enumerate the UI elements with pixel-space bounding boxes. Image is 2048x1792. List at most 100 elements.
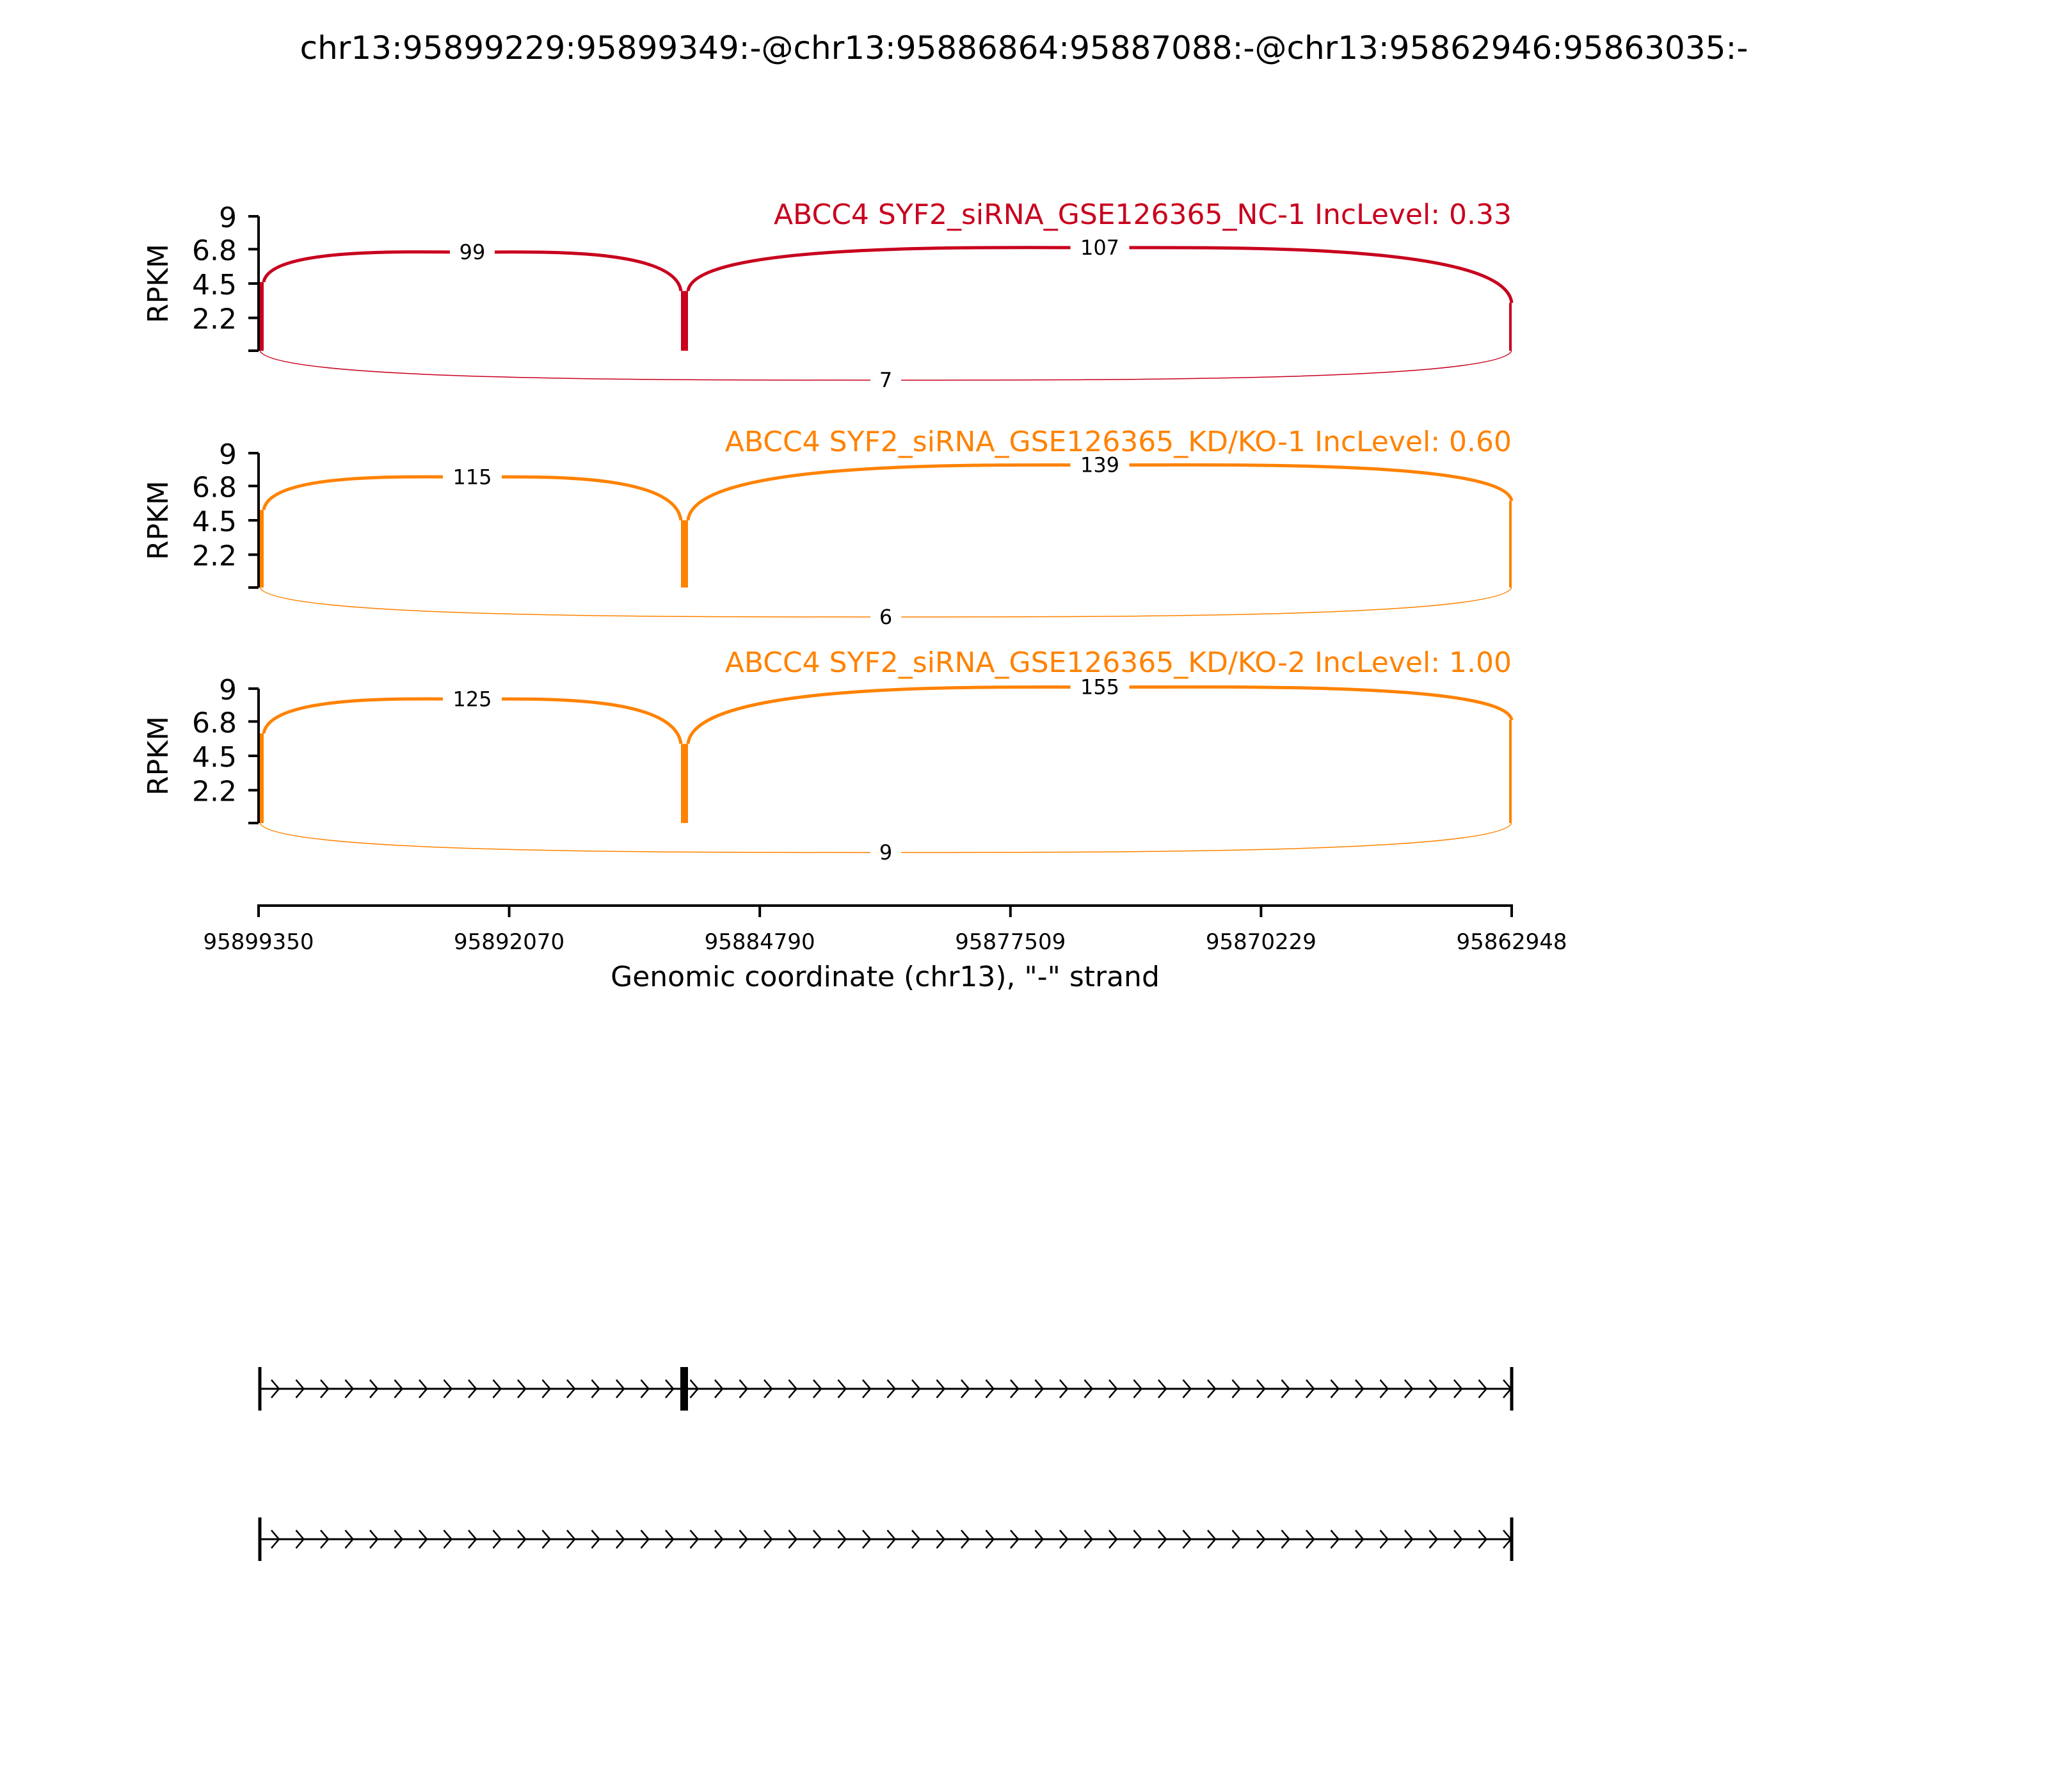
coverage-bar — [681, 291, 688, 351]
strand-chevron — [541, 1379, 552, 1398]
strand-chevron — [985, 1379, 995, 1398]
strand-chevron — [640, 1530, 650, 1549]
strand-chevron — [517, 1379, 527, 1398]
strand-chevron — [394, 1379, 404, 1398]
exon-block — [1510, 1367, 1514, 1411]
strand-chevron — [320, 1530, 330, 1549]
strand-chevron — [419, 1530, 428, 1549]
strand-chevron — [764, 1379, 773, 1398]
track-title: ABCC4 SYF2_siRNA_GSE126365_KD/KO-2 IncLe… — [725, 646, 1512, 679]
strand-chevron — [1084, 1379, 1094, 1398]
strand-chevron — [468, 1530, 477, 1549]
strand-chevron — [369, 1530, 379, 1549]
junction-label-bg — [870, 369, 901, 392]
strand-chevron — [1158, 1530, 1167, 1549]
strand-chevron — [1306, 1379, 1315, 1398]
y-axis-label: RPKM — [142, 716, 175, 796]
coverage-bar — [1509, 500, 1512, 588]
strand-chevron — [640, 1379, 650, 1398]
track-1: 2.24.56.89 RPKM ABCC4 SYF2_siRNA_GSE126365… — [142, 198, 1514, 392]
exon-block — [258, 1517, 262, 1561]
strand-chevron — [468, 1379, 477, 1398]
strand-chevron — [344, 1379, 355, 1398]
coverage-bar — [1509, 720, 1512, 823]
strand-chevron — [1281, 1379, 1291, 1398]
strand-chevron — [739, 1530, 749, 1549]
strand-chevron — [862, 1530, 872, 1549]
strand-chevron — [714, 1379, 724, 1398]
strand-chevron — [911, 1379, 921, 1398]
gene-model-skipping — [258, 1517, 1514, 1561]
y-tick-label: 4.5 — [192, 269, 237, 301]
junction-count-label: 99 — [460, 240, 486, 264]
strand-chevron — [1379, 1379, 1389, 1398]
strand-chevron — [616, 1379, 625, 1398]
strand-chevron — [714, 1530, 724, 1549]
strand-chevron — [320, 1379, 330, 1398]
strand-chevron — [1059, 1379, 1069, 1398]
strand-chevron — [1231, 1530, 1242, 1549]
strand-chevron — [1355, 1379, 1364, 1398]
strand-chevron — [1182, 1530, 1192, 1549]
x-axis-label: Genomic coordinate (chr13), "-" strand — [611, 961, 1160, 993]
x-tick-label: 95862948 — [1456, 929, 1567, 955]
strand-chevron — [813, 1379, 822, 1398]
y-tick-label: 6.8 — [192, 471, 237, 504]
junction-count-label: 115 — [452, 465, 492, 489]
junction-label-bg — [450, 241, 495, 264]
strand-chevron — [295, 1379, 305, 1398]
strand-chevron — [1207, 1379, 1217, 1398]
strand-chevron — [1207, 1530, 1217, 1549]
y-tick-label: 4.5 — [192, 741, 237, 774]
strand-chevron — [911, 1530, 921, 1549]
junction-count-label: 155 — [1080, 675, 1119, 700]
strand-chevron — [1133, 1530, 1143, 1549]
strand-chevron — [665, 1379, 675, 1398]
junction-label-bg — [870, 841, 901, 864]
y-tick-label: 2.2 — [192, 776, 237, 808]
y-tick-label: 2.2 — [192, 540, 237, 573]
junction-label-bg — [443, 687, 502, 711]
strand-chevron — [541, 1530, 552, 1549]
strand-chevron — [419, 1379, 428, 1398]
track-title: ABCC4 SYF2_siRNA_GSE126365_NC-1 IncLevel… — [774, 198, 1512, 231]
strand-chevron — [591, 1379, 601, 1398]
x-tick-label: 95899350 — [203, 929, 314, 955]
strand-chevron — [443, 1379, 453, 1398]
strand-chevron — [961, 1379, 970, 1398]
strand-chevron — [1010, 1379, 1020, 1398]
x-tick-label: 95892070 — [454, 929, 564, 955]
junction-label-bg — [1070, 675, 1130, 699]
gene-models — [258, 1367, 1514, 1561]
strand-chevron — [492, 1530, 502, 1549]
y-axis-label: RPKM — [142, 481, 175, 560]
strand-chevron — [886, 1379, 897, 1398]
strand-chevron — [1084, 1530, 1094, 1549]
strand-chevron — [689, 1530, 700, 1549]
strand-chevron — [1453, 1530, 1463, 1549]
strand-chevron — [1306, 1530, 1315, 1549]
strand-chevron — [295, 1530, 305, 1549]
strand-chevron — [369, 1379, 379, 1398]
y-tick-label: 9 — [219, 202, 237, 234]
strand-chevron — [271, 1379, 280, 1398]
strand-chevron — [566, 1530, 576, 1549]
strand-chevron — [517, 1530, 527, 1549]
strand-chevron — [961, 1530, 970, 1549]
x-tick-label: 95884790 — [705, 929, 815, 955]
strand-chevron — [566, 1379, 576, 1398]
coverage-bar — [260, 509, 264, 588]
strand-chevron — [936, 1530, 946, 1549]
coverage-bar — [681, 744, 688, 823]
strand-chevron — [1453, 1379, 1463, 1398]
junction-count-label: 6 — [879, 605, 892, 629]
junction-label-bg — [443, 465, 502, 489]
track-2: 2.24.56.89 RPKM ABCC4 SYF2_siRNA_GSE126365… — [142, 426, 1514, 629]
strand-chevron — [1379, 1530, 1389, 1549]
strand-chevron — [1330, 1530, 1340, 1549]
strand-chevron — [271, 1530, 280, 1549]
strand-chevron — [1108, 1530, 1118, 1549]
strand-chevron — [1010, 1530, 1020, 1549]
strand-chevron — [492, 1379, 502, 1398]
